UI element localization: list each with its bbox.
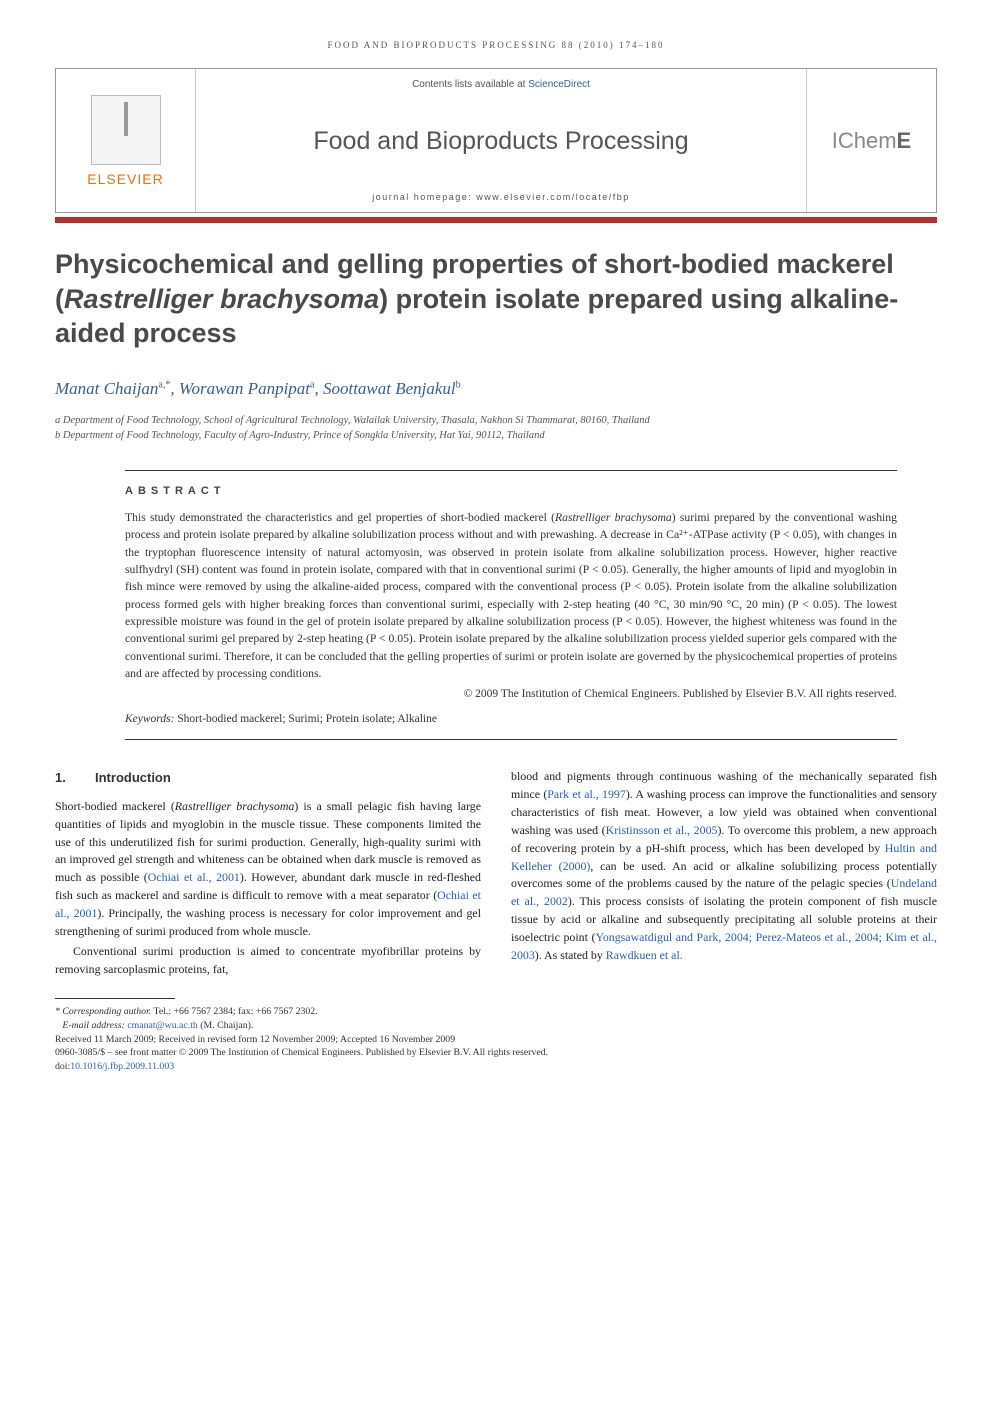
footnote-rule xyxy=(55,998,175,999)
contents-prefix: Contents lists available at xyxy=(412,79,528,90)
intro-para-2: Conventional surimi production is aimed … xyxy=(55,943,481,979)
citation-link[interactable]: Rawdkuen et al. xyxy=(606,948,683,962)
banner-center: Contents lists available at ScienceDirec… xyxy=(196,69,806,212)
abstract-species: Rastrelliger brachysoma xyxy=(555,511,672,524)
corresponding-author: * Corresponding author. Tel.: +66 7567 2… xyxy=(55,1005,937,1019)
journal-homepage: journal homepage: www.elsevier.com/locat… xyxy=(210,192,792,202)
abstract-post: ) surimi prepared by the conventional wa… xyxy=(125,511,897,680)
section-number: 1. xyxy=(55,768,95,788)
citation-link[interactable]: Park et al., 1997 xyxy=(547,787,626,801)
doi-line: doi:10.1016/j.fbp.2009.11.003 xyxy=(55,1060,937,1074)
page-container: FOOD AND BIOPRODUCTS PROCESSING 88 (2010… xyxy=(0,0,992,1114)
elsevier-tree-icon xyxy=(91,95,161,165)
icheme-text: IChem xyxy=(832,128,897,153)
issn-line: 0960-3085/$ – see front matter © 2009 Th… xyxy=(55,1046,937,1060)
citation-link[interactable]: Ochiai et al., 2001 xyxy=(148,870,240,884)
affiliation-b: b Department of Food Technology, Faculty… xyxy=(55,428,937,444)
icheme-bold: E xyxy=(897,128,912,153)
right-column: blood and pigments through continuous wa… xyxy=(511,768,937,980)
intro-para-2-cont: blood and pigments through continuous wa… xyxy=(511,768,937,964)
publisher-logo-box: ELSEVIER xyxy=(56,69,196,212)
author-list: Manat Chaijana,*, Worawan Panpipata, Soo… xyxy=(55,379,937,399)
sciencedirect-link[interactable]: ScienceDirect xyxy=(528,79,590,90)
email-line: E-mail address: cmanat@wu.ac.th (M. Chai… xyxy=(55,1019,937,1033)
article-history: Received 11 March 2009; Received in revi… xyxy=(55,1033,937,1047)
affiliation-a: a Department of Food Technology, School … xyxy=(55,413,937,429)
title-species: Rastrelliger brachysoma xyxy=(64,284,379,314)
section-1-heading: 1.Introduction xyxy=(55,768,481,788)
article-title: Physicochemical and gelling properties o… xyxy=(55,247,937,351)
abstract-pre: This study demonstrated the characterist… xyxy=(125,511,555,524)
keywords-line: Keywords: Short-bodied mackerel; Surimi;… xyxy=(125,713,897,725)
contents-available-line: Contents lists available at ScienceDirec… xyxy=(210,79,792,90)
abstract-text: This study demonstrated the characterist… xyxy=(125,509,897,703)
red-separator-rule xyxy=(55,217,937,223)
journal-name: Food and Bioproducts Processing xyxy=(210,127,792,156)
icheme-logo: IChemE xyxy=(832,128,911,154)
running-header: FOOD AND BIOPRODUCTS PROCESSING 88 (2010… xyxy=(55,40,937,50)
journal-banner: ELSEVIER Contents lists available at Sci… xyxy=(55,68,937,213)
elsevier-wordmark: ELSEVIER xyxy=(87,171,163,187)
abstract-copyright: © 2009 The Institution of Chemical Engin… xyxy=(125,686,897,703)
left-column: 1.Introduction Short-bodied mackerel (Ra… xyxy=(55,768,481,980)
icheme-logo-box: IChemE xyxy=(806,69,936,212)
citation-link[interactable]: Kristinsson et al., 2005 xyxy=(606,823,718,837)
doi-link[interactable]: 10.1016/j.fbp.2009.11.003 xyxy=(70,1061,174,1072)
email-link[interactable]: cmanat@wu.ac.th xyxy=(127,1020,198,1031)
keywords-label: Keywords: xyxy=(125,713,174,725)
intro-para-1: Short-bodied mackerel (Rastrelliger brac… xyxy=(55,798,481,941)
keywords-values: Short-bodied mackerel; Surimi; Protein i… xyxy=(174,713,437,725)
affiliations: a Department of Food Technology, School … xyxy=(55,413,937,445)
abstract-heading: ABSTRACT xyxy=(125,485,897,497)
footnotes: * Corresponding author. Tel.: +66 7567 2… xyxy=(55,1005,937,1074)
section-title: Introduction xyxy=(95,770,171,785)
abstract-block: ABSTRACT This study demonstrated the cha… xyxy=(125,470,897,740)
body-columns: 1.Introduction Short-bodied mackerel (Ra… xyxy=(55,768,937,980)
